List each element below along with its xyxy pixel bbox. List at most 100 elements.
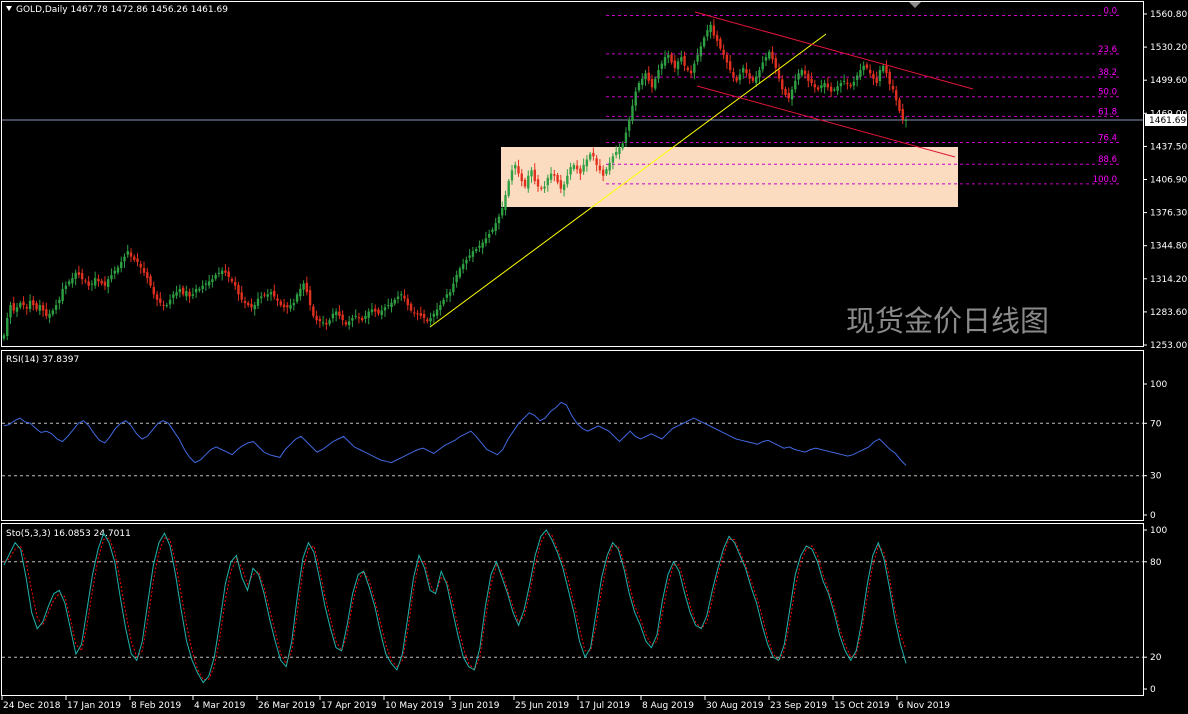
- candle-body: [527, 175, 530, 189]
- time-axis[interactable]: 24 Dec 2018 17 Jan 2019 8 Feb 2019 4 Mar 20…: [1, 696, 950, 711]
- indicator-tick-label: 20: [1150, 653, 1162, 663]
- candle-body: [862, 65, 865, 71]
- indicator-tick-label: 70: [1150, 419, 1162, 429]
- candle-body: [520, 173, 523, 182]
- dropdown-triangle-icon[interactable]: [6, 6, 12, 11]
- candle-body: [595, 158, 598, 165]
- chart-shift-marker[interactable]: [909, 2, 921, 8]
- candle-body: [74, 272, 77, 279]
- candle-body: [748, 73, 751, 79]
- candle-body: [771, 51, 774, 60]
- candle-body: [618, 147, 621, 154]
- candle-body: [185, 291, 188, 297]
- candle-body: [299, 288, 302, 297]
- candle-body: [647, 72, 650, 81]
- candle-body: [601, 169, 605, 176]
- candle-body: [608, 162, 611, 171]
- candle-body: [406, 298, 409, 306]
- price-tick-label: 1499.60: [1150, 76, 1187, 86]
- price-axis[interactable]: 1560.801530.201499.601469.001437.501406.…: [1143, 10, 1187, 351]
- time-tick-label: 6 Nov 2019: [898, 701, 950, 711]
- candle-body: [126, 251, 129, 255]
- candle-body: [2, 335, 6, 339]
- price-panel-header: GOLD,Daily 1467.78 1472.86 1456.26 1461.…: [16, 5, 228, 15]
- candle-body: [142, 268, 146, 273]
- candle-body: [269, 292, 273, 295]
- candle-body: [374, 308, 377, 312]
- candle-body: [722, 49, 725, 55]
- candle-body: [312, 306, 315, 316]
- candle-body: [487, 233, 491, 238]
- candle-body: [813, 84, 817, 88]
- candle-body: [90, 283, 94, 285]
- candle-body: [403, 295, 406, 299]
- candle-body: [159, 298, 162, 303]
- candle-body: [826, 83, 830, 88]
- candle-body: [657, 70, 660, 79]
- candle-body: [859, 70, 862, 77]
- channel-lower-line[interactable]: [696, 85, 956, 158]
- uptrend-line[interactable]: [429, 33, 827, 328]
- candle-body: [432, 313, 436, 317]
- candle-body: [38, 305, 42, 311]
- candle-body: [139, 263, 142, 268]
- fib-level-label: 100.0: [1093, 175, 1117, 185]
- candle-body: [644, 73, 647, 80]
- candle-body: [58, 299, 61, 304]
- candle-body: [579, 168, 582, 174]
- candle-body: [97, 278, 100, 282]
- stochastic-panel-frame: [1, 523, 1144, 696]
- candle-body: [100, 280, 103, 284]
- candle-body: [761, 62, 764, 70]
- candle-body: [6, 318, 9, 336]
- candle-body: [188, 291, 191, 297]
- candle-body: [48, 313, 51, 318]
- candle-body: [898, 99, 901, 112]
- candle-body: [543, 186, 546, 189]
- candle-body: [540, 187, 543, 189]
- candle-body: [468, 255, 471, 258]
- indicator-tick-label: 80: [1150, 558, 1162, 568]
- candle-body: [120, 261, 123, 269]
- candle-body: [214, 274, 217, 279]
- candle-body: [377, 309, 380, 314]
- fibonacci-retracement[interactable]: 0.0 23.6 38.2 50.0 61.8 76.4 88.6 100.0: [606, 7, 1122, 185]
- stochastic-signal-line: [3, 532, 907, 680]
- candle-body: [61, 288, 64, 302]
- candle-body: [755, 76, 758, 83]
- candle-body: [396, 296, 400, 300]
- candle-body: [413, 312, 416, 314]
- candle-body: [562, 184, 566, 190]
- candle-body: [455, 274, 458, 283]
- rsi-levels: [2, 422, 1143, 477]
- candle-body: [699, 46, 703, 57]
- candle-body: [331, 313, 335, 319]
- candle-body: [181, 287, 185, 295]
- candle-body: [654, 78, 657, 89]
- candle-body: [725, 54, 729, 63]
- channel-upper-line[interactable]: [694, 11, 974, 90]
- candle-body: [768, 51, 771, 59]
- fib-level-label: 76.4: [1098, 134, 1117, 144]
- candle-body: [64, 285, 68, 289]
- candle-body: [325, 323, 328, 325]
- candle-body: [71, 278, 74, 284]
- candle-body: [823, 83, 826, 88]
- candle-body: [286, 305, 289, 308]
- candle-body: [318, 318, 322, 322]
- current-price-tag: [1145, 114, 1187, 126]
- candle-body: [419, 313, 423, 316]
- candle-body: [868, 69, 872, 74]
- candle-body: [393, 299, 396, 304]
- candle-body: [465, 259, 468, 264]
- candle-body: [357, 317, 361, 319]
- candle-body: [15, 307, 19, 312]
- candle-body: [523, 179, 527, 187]
- candle-body: [572, 164, 576, 170]
- candle-body: [820, 85, 823, 89]
- price-tick-label: 1344.80: [1150, 242, 1187, 252]
- candle-body: [504, 195, 507, 211]
- candle-body: [113, 270, 116, 274]
- time-tick-label: 4 Mar 2019: [194, 701, 246, 711]
